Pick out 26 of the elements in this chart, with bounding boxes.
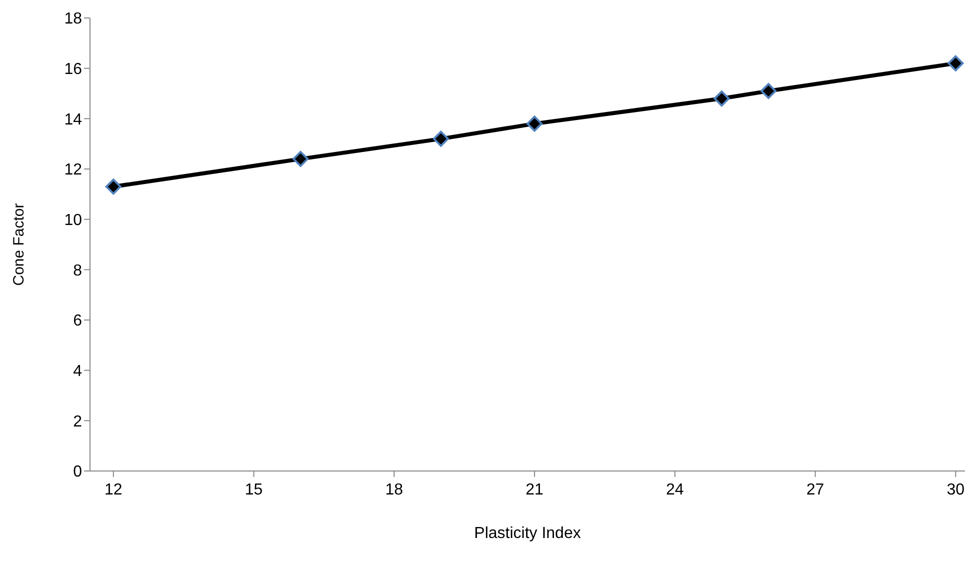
point	[760, 82, 776, 99]
point	[714, 90, 730, 107]
y-axis-title: Cone Factor	[10, 203, 28, 286]
point	[432, 130, 449, 147]
y-tick-label: 4	[73, 363, 82, 380]
x-tick-label: 21	[526, 481, 544, 498]
y-tick-label: 18	[64, 10, 82, 28]
y-tick-label: 8	[73, 262, 82, 280]
x-tick-label: 18	[385, 481, 404, 498]
point	[526, 116, 543, 132]
x-tick-label: 15	[244, 481, 263, 498]
point	[292, 150, 309, 167]
x-tick-label: 12	[104, 481, 122, 498]
y-tick-label: 14	[64, 111, 82, 128]
point	[948, 55, 964, 72]
x-tick-label: 27	[806, 481, 824, 498]
y-tick-label: 6	[73, 312, 82, 330]
y-tick-label: 12	[64, 162, 82, 179]
x-tick-label: 24	[666, 481, 684, 498]
y-tick-label: 16	[64, 61, 82, 78]
x-tick-label: 30	[946, 481, 965, 498]
y-tick-label: 0	[73, 464, 82, 481]
y-tick-label: 10	[64, 212, 82, 230]
x-axis-title: Plasticity Index	[474, 525, 581, 542]
y-tick-label: 2	[73, 413, 82, 430]
point	[105, 178, 122, 195]
